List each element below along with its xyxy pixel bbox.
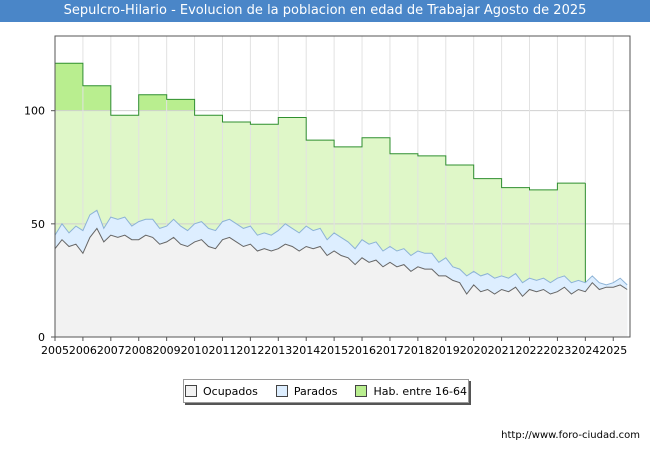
x-tick-label-2009: 2009: [153, 344, 181, 357]
legend-swatch-ocupados: [184, 385, 197, 397]
ocupados-line: [54, 227, 628, 298]
hab-band-2009: [166, 99, 195, 111]
y-tick-label-50: 50: [31, 218, 45, 231]
plot-frame: [54, 35, 631, 338]
chart-title: Sepulcro-Hilario - Evolucion de la pobla…: [0, 0, 650, 22]
hab-band-2008: [138, 94, 167, 111]
x-tick-label-2021: 2021: [488, 344, 516, 357]
x-tick-label-2022: 2022: [516, 344, 544, 357]
legend-label-hab: Hab. entre 16-64: [373, 384, 467, 398]
x-tick-label-2014: 2014: [292, 344, 320, 357]
x-tick-label-2011: 2011: [208, 344, 236, 357]
hab-band-2005: [55, 63, 83, 111]
x-tick-label-2010: 2010: [181, 344, 209, 357]
x-tick-label-2008: 2008: [125, 344, 153, 357]
x-tick-label-2023: 2023: [543, 344, 571, 357]
legend-item-parados: Parados: [275, 384, 338, 398]
x-tick-label-2007: 2007: [97, 344, 125, 357]
x-tick-label-2017: 2017: [376, 344, 404, 357]
x-tick-label-2024: 2024: [571, 344, 599, 357]
ocupados-area: [55, 228, 628, 337]
hab-line: [55, 62, 586, 191]
legend-label-ocupados: Ocupados: [202, 384, 258, 398]
hab-band-2006: [82, 85, 111, 111]
legend-item-ocupados: Ocupados: [184, 384, 258, 398]
legend-item-hab: Hab. entre 16-64: [355, 385, 467, 398]
source-credit: http://www.foro-ciudad.com: [501, 430, 640, 441]
x-tick-label-2015: 2015: [320, 344, 348, 357]
x-tick-label-2018: 2018: [404, 344, 432, 357]
x-tick-label-2005: 2005: [41, 344, 69, 357]
x-tick-label-2013: 2013: [264, 344, 292, 357]
x-tick-label-2019: 2019: [432, 344, 460, 357]
y-tick-label-0: 0: [38, 331, 45, 344]
legend-swatch-hab: [355, 385, 368, 397]
x-tick-label-2006: 2006: [69, 344, 97, 357]
chart-legend: Ocupados Parados Hab. entre 16-64: [183, 379, 469, 403]
y-tick-label-100: 100: [24, 105, 45, 118]
x-tick-label-2020: 2020: [460, 344, 488, 357]
x-tick-label-2012: 2012: [236, 344, 264, 357]
x-tick-label-2016: 2016: [348, 344, 376, 357]
x-tick-label-2025: 2025: [599, 344, 627, 357]
parados-line: [54, 209, 628, 286]
legend-label-parados: Parados: [293, 384, 338, 398]
legend-swatch-parados: [275, 385, 288, 397]
